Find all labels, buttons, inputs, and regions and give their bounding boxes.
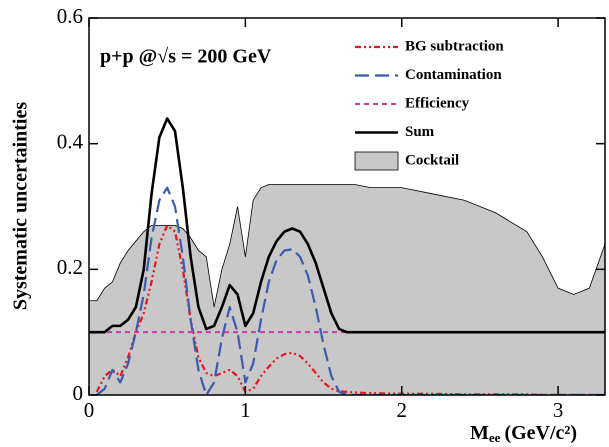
legend-label: BG subtraction	[405, 38, 504, 54]
x-label-unit: (GeV/c²)	[504, 422, 577, 444]
x-label-sub: ee	[489, 430, 501, 445]
plot	[89, 117, 605, 395]
legend-label: Sum	[405, 124, 435, 140]
legend-label: Cocktail	[405, 152, 459, 168]
plot-frame	[88, 17, 606, 396]
x-axis-label: Mee (GeV/c²)	[470, 422, 577, 445]
x-tick-label: 2	[396, 398, 407, 422]
y-tick-label: 0.4	[57, 129, 84, 153]
legend-label: Contamination	[405, 67, 502, 83]
y-tick-label: 0.6	[57, 4, 83, 28]
y-tick-label: 0	[73, 381, 84, 405]
line	[96, 186, 605, 395]
x-tick-label: 0	[84, 398, 95, 422]
annotation: p+p @√s = 200 GeV	[100, 46, 272, 68]
x-tick-label: 3	[553, 398, 564, 422]
legend-swatch	[354, 151, 399, 171]
line	[89, 117, 605, 334]
line	[95, 224, 605, 395]
area	[89, 184, 605, 395]
x-label-main: M	[470, 422, 489, 444]
legend-label: Efficiency	[405, 95, 470, 111]
x-tick-label: 1	[240, 398, 251, 422]
y-tick-label: 0.2	[57, 255, 83, 279]
y-axis-label: Systematic uncertainties	[10, 102, 32, 311]
